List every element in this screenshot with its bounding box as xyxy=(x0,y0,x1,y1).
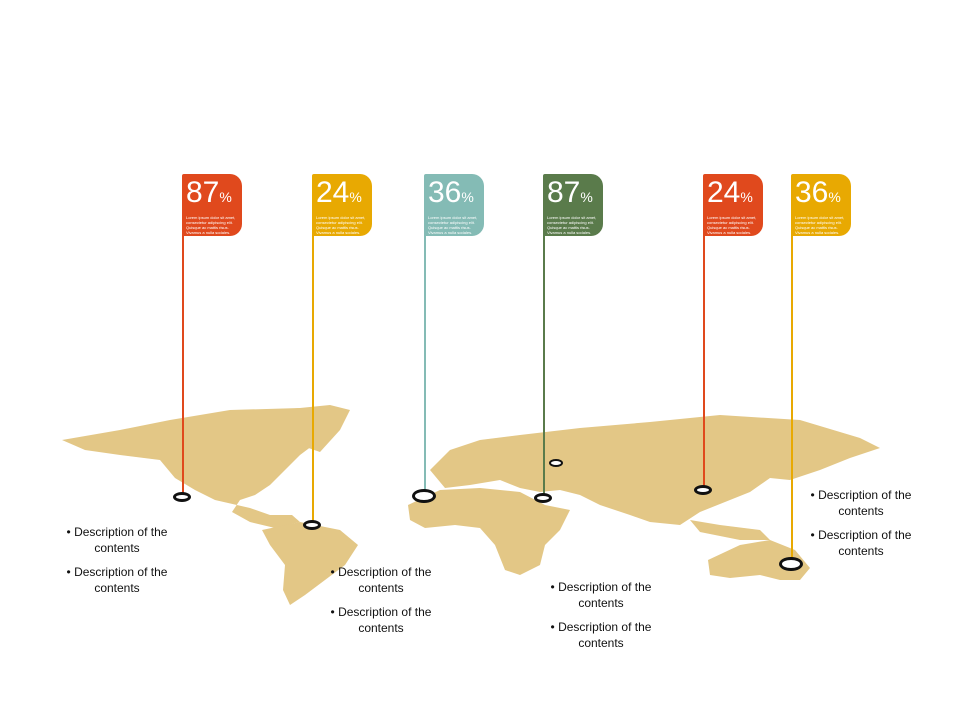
flag-value: 24% xyxy=(707,176,753,209)
flag-value: 87% xyxy=(547,176,593,209)
flag-text: Lorem ipsum dolor sit amet, consectetur … xyxy=(707,215,757,235)
description-item: • Description of the contents xyxy=(550,580,652,610)
europe-asia xyxy=(430,415,880,525)
south-america xyxy=(262,522,358,605)
location-pin[interactable] xyxy=(303,520,321,530)
location-pin[interactable] xyxy=(534,493,552,503)
africa xyxy=(408,488,570,575)
southeast-asia xyxy=(690,520,770,540)
flag-text: Lorem ipsum dolor sit amet, consectetur … xyxy=(316,215,366,235)
location-pin[interactable] xyxy=(694,485,712,495)
flag-value: 24% xyxy=(316,176,362,209)
flag-pole xyxy=(182,236,184,497)
description-item: • Description of the contents xyxy=(330,605,432,635)
description-item: • Description of the contents xyxy=(66,525,168,555)
percentage-flag: 36% Lorem ipsum dolor sit amet, consectet… xyxy=(424,174,484,236)
description-item: • Description of the contents xyxy=(550,620,652,650)
description-list: • Description of the contents • Descripti… xyxy=(316,564,446,644)
flag-pole xyxy=(312,236,314,525)
location-pin[interactable] xyxy=(412,489,436,503)
flag-value: 87% xyxy=(186,176,232,209)
flag-value: 36% xyxy=(428,176,474,209)
percentage-flag: 87% Lorem ipsum dolor sit amet, consectet… xyxy=(543,174,603,236)
flag-pole xyxy=(424,236,426,496)
north-america xyxy=(62,408,330,528)
percentage-flag: 24% Lorem ipsum dolor sit amet, consectet… xyxy=(703,174,763,236)
flag-pole xyxy=(791,236,793,564)
flag-pole xyxy=(543,236,545,498)
description-item: • Description of the contents xyxy=(810,528,912,558)
flag-text: Lorem ipsum dolor sit amet, consectetur … xyxy=(186,215,236,235)
flag-text: Lorem ipsum dolor sit amet, consectetur … xyxy=(547,215,597,235)
percentage-flag: 87% Lorem ipsum dolor sit amet, consectet… xyxy=(182,174,242,236)
greenland xyxy=(280,405,350,452)
percentage-flag: 24% Lorem ipsum dolor sit amet, consectet… xyxy=(312,174,372,236)
description-item: • Description of the contents xyxy=(810,488,912,518)
description-list: • Description of the contents • Descripti… xyxy=(796,487,926,567)
description-list: • Description of the contents • Descripti… xyxy=(52,524,182,604)
location-pin[interactable] xyxy=(779,557,803,571)
location-pin[interactable] xyxy=(173,492,191,502)
description-list: • Description of the contents • Descripti… xyxy=(536,579,666,659)
description-item: • Description of the contents xyxy=(330,565,432,595)
flag-value: 36% xyxy=(795,176,841,209)
flag-text: Lorem ipsum dolor sit amet, consectetur … xyxy=(795,215,845,235)
location-pin[interactable] xyxy=(549,459,563,467)
flag-text: Lorem ipsum dolor sit amet, consectetur … xyxy=(428,215,478,235)
flag-pole xyxy=(703,236,705,490)
percentage-flag: 36% Lorem ipsum dolor sit amet, consectet… xyxy=(791,174,851,236)
description-item: • Description of the contents xyxy=(66,565,168,595)
